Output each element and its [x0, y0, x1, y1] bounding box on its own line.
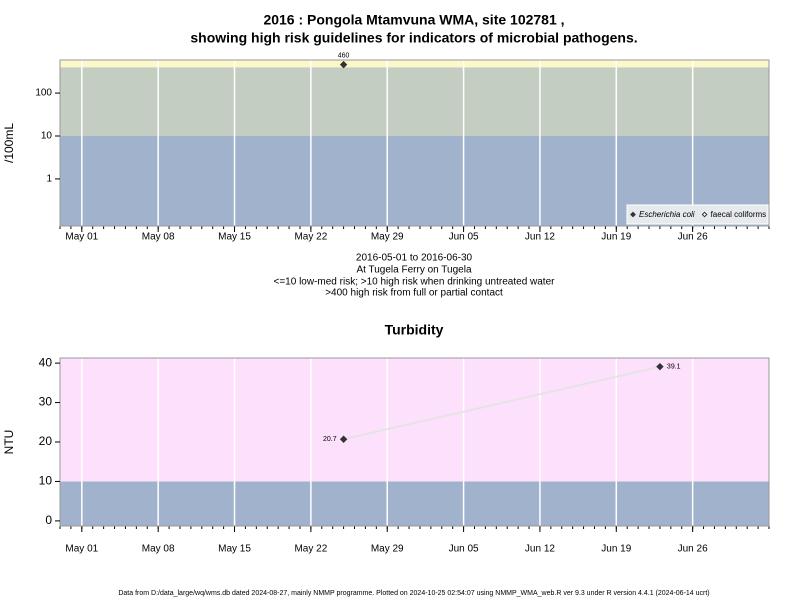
data-point	[339, 60, 348, 69]
y-tick-label: 1	[46, 174, 52, 185]
x-tick-label: May 08	[142, 544, 175, 555]
caption: <=10 low-med risk; >10 high risk when dr…	[274, 277, 556, 288]
y-tick-label: 10	[41, 131, 53, 142]
x-tick-label: May 22	[294, 544, 327, 555]
chart-title: showing high risk guidelines for indicat…	[190, 30, 637, 46]
x-tick-label: Jun 05	[449, 544, 479, 555]
y-tick-label: 30	[39, 395, 53, 409]
x-tick-label: Jun 12	[525, 232, 555, 243]
y-tick-label: 40	[39, 355, 53, 369]
x-tick-label: Jun 19	[601, 232, 631, 243]
data-point	[656, 362, 664, 371]
risk-band	[60, 67, 769, 137]
x-tick-label: Jun 12	[525, 544, 555, 555]
y-tick-label: 10	[39, 474, 53, 488]
y-tick-label: 100	[35, 88, 52, 99]
caption: 2016-05-01 to 2016-06-30	[356, 253, 473, 264]
y-tick-label: 0	[45, 513, 52, 527]
legend-marker	[630, 211, 636, 218]
caption: >400 high risk from full or partial cont…	[325, 288, 503, 299]
x-tick-label: May 01	[65, 232, 98, 243]
footer: Data from D:/data_large/wq/wms.db dated …	[118, 590, 709, 597]
x-tick-label: Jun 26	[678, 544, 708, 555]
series-line	[343, 365, 661, 441]
legend-marker	[701, 211, 708, 218]
x-tick-label: May 15	[218, 232, 251, 243]
x-tick-label: May 08	[142, 232, 175, 243]
plot-border	[59, 59, 770, 227]
x-tick-label: May 15	[218, 544, 251, 555]
legend-box	[626, 204, 769, 225]
risk-band	[60, 60, 769, 68]
risk-band	[60, 358, 769, 482]
data-point	[339, 435, 348, 443]
data-label: 39.1	[667, 364, 681, 371]
data-label: 20.7	[323, 436, 337, 443]
data-label: 460	[338, 52, 350, 59]
x-tick-label: May 01	[65, 544, 98, 555]
chart-title: 2016 : Pongola Mtamvuna WMA, site 102781…	[263, 12, 564, 28]
x-tick-label: Jun 05	[449, 232, 479, 243]
x-tick-label: May 22	[294, 232, 327, 243]
risk-band	[60, 481, 769, 526]
caption: At Tugela Ferry on Tugela	[356, 265, 472, 276]
x-tick-label: Jun 19	[601, 544, 631, 555]
y-axis-label: NTU	[2, 430, 16, 455]
chart-title: Turbidity	[385, 322, 444, 338]
legend: Escherichia coli faecal coliforms	[626, 204, 769, 225]
legend-label: Escherichia coli	[639, 210, 695, 219]
y-tick-label: 20	[39, 434, 53, 448]
x-tick-label: May 29	[371, 232, 404, 243]
legend-label: faecal coliforms	[711, 210, 767, 219]
x-tick-label: Jun 26	[678, 232, 708, 243]
x-tick-label: May 29	[371, 544, 404, 555]
y-axis-label: /100mL	[2, 123, 16, 163]
